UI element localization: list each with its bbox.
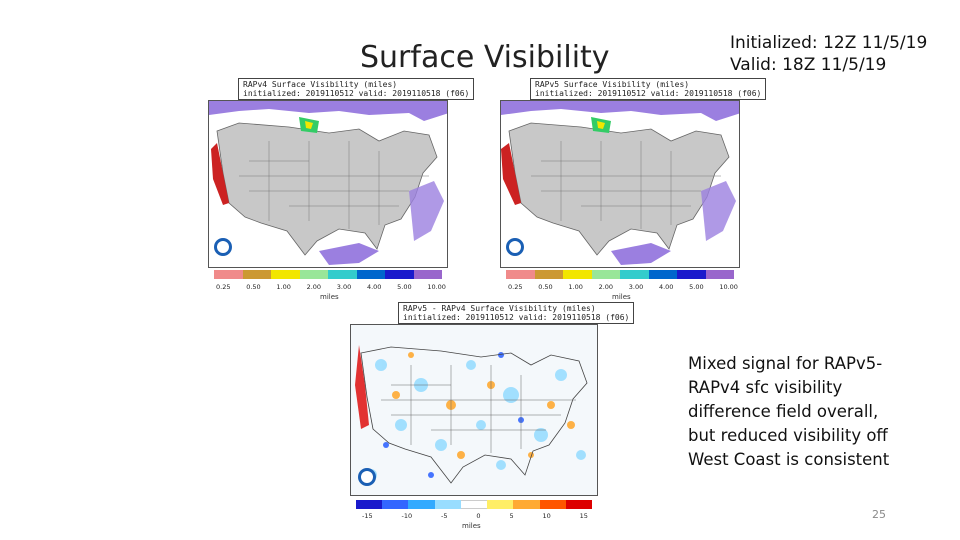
colorbar-swatch [214,270,243,279]
init-time: Initialized: 12Z 11/5/19 [730,33,928,53]
colorbar-swatch [591,270,620,279]
map-image [350,324,598,496]
colorbar-swatch [385,270,414,279]
panel-title: RAPv5 - RAPv4 Surface Visibility (miles)… [398,302,635,324]
page-number: 25 [872,508,886,521]
colorbar-swatch [382,500,409,509]
colorbar-swatch [677,270,706,279]
tick-label: -10 [401,512,413,520]
colorbar-units: miles [320,293,339,301]
colorbar-swatch [539,500,566,509]
map-image [208,100,448,268]
tick-label: -15 [362,512,373,520]
colorbar-swatch [460,500,488,509]
colorbar-swatch [242,270,271,279]
panel-title: RAPv4 Surface Visibility (miles) initial… [238,78,475,100]
tick-label: 2.00 [306,283,322,291]
map-image [500,100,740,268]
colorbar-swatch [487,500,514,509]
colorbar-swatch [434,500,461,509]
init-block: Initialized: 12Z 11/5/19 Valid: 18Z 11/5… [730,32,927,76]
colorbar-swatch [506,270,535,279]
tick-label: 5.00 [397,283,412,291]
colorbar-swatch [408,500,435,509]
colorbar [506,270,734,279]
panel-title-line2: initialized: 2019110512 valid: 201911051… [403,313,630,322]
colorbar-units: miles [612,293,631,301]
us-map-graphic [501,101,739,267]
tick-label: 0 [476,512,481,520]
colorbar-swatch [534,270,563,279]
tick-label: 4.00 [658,283,674,291]
tick-label: 10 [542,512,551,520]
colorbar-ticks: -15 -10 -5 0 5 10 15 [362,512,588,520]
colorbar-swatch [563,270,592,279]
colorbar-swatch [271,270,300,279]
colorbar-swatch [648,270,677,279]
colorbar-ticks: 0.25 0.50 1.00 2.00 3.00 4.00 5.00 10.00 [216,283,446,291]
colorbar-swatch [513,500,540,509]
panel-rapv4: RAPv4 Surface Visibility (miles) initial… [208,78,475,303]
tick-label: 1.00 [276,283,291,291]
panel-title-line1: RAPv5 - RAPv4 Surface Visibility (miles) [403,304,596,313]
panel-rapv5: RAPv5 Surface Visibility (miles) initial… [500,78,767,303]
colorbar-swatch [620,270,649,279]
summary-note: Mixed signal for RAPv5-RAPv4 sfc visibil… [688,354,890,469]
tick-label: 10.00 [427,283,446,291]
tick-label: 5 [509,512,514,520]
colorbar-ticks: 0.25 0.50 1.00 2.00 3.00 4.00 5.00 10.00 [508,283,738,291]
tick-label: -5 [441,512,448,520]
panel-title-line1: RAPv4 Surface Visibility (miles) [243,80,398,89]
tick-label: 2.00 [598,283,614,291]
panel-difference: RAPv5 - RAPv4 Surface Visibility (miles)… [350,302,635,538]
tick-label: 0.25 [508,283,523,291]
colorbar-swatch [705,270,734,279]
slide-title: Surface Visibility [360,40,610,75]
tick-label: 5.00 [689,283,704,291]
us-map-graphic [351,325,597,495]
tick-label: 3.00 [628,283,644,291]
colorbar-swatch [299,270,328,279]
tick-label: 0.25 [216,283,231,291]
panel-title-line2: initialized: 2019110512 valid: 201911051… [535,89,762,98]
colorbar [356,500,592,509]
panel-title-line2: initialized: 2019110512 valid: 201911051… [243,89,470,98]
colorbar-swatch [565,500,592,509]
tick-label: 1.00 [568,283,583,291]
tick-label: 3.00 [336,283,352,291]
us-map-graphic [209,101,447,267]
colorbar-units: miles [462,522,481,530]
tick-label: 4.00 [366,283,382,291]
colorbar-swatch [328,270,357,279]
panel-title: RAPv5 Surface Visibility (miles) initial… [530,78,767,100]
colorbar [214,270,442,279]
colorbar-swatch [413,270,442,279]
tick-label: 0.50 [246,283,261,291]
valid-time: Valid: 18Z 11/5/19 [730,55,887,75]
tick-label: 15 [579,512,588,520]
tick-label: 0.50 [538,283,553,291]
tick-label: 10.00 [719,283,738,291]
colorbar-swatch [356,270,385,279]
colorbar-swatch [356,500,383,509]
panel-title-line1: RAPv5 Surface Visibility (miles) [535,80,690,89]
